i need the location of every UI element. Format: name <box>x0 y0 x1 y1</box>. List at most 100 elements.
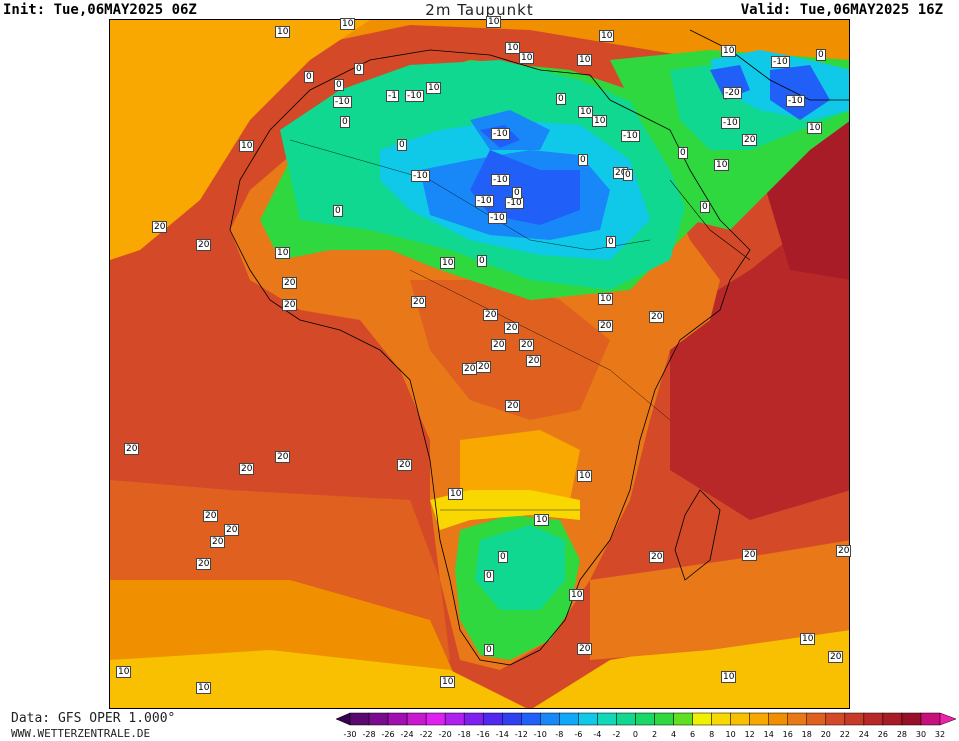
contour-label: 20 <box>282 299 298 311</box>
contour-label: 10 <box>448 488 464 500</box>
contour-label: 0 <box>556 93 566 105</box>
contour-label: -20 <box>723 87 742 99</box>
colorbar-tick-label: -12 <box>515 730 528 739</box>
contour-label: -10 <box>786 95 805 107</box>
website-label: WWW.WETTERZENTRALE.DE <box>11 727 151 740</box>
contour-label: 20 <box>828 651 844 663</box>
colorbar-swatch <box>920 712 941 726</box>
contour-label: 20 <box>282 277 298 289</box>
colorbar-tick-label: -30 <box>343 730 356 739</box>
valid-time-label: Valid: Tue,06MAY2025 16Z <box>740 2 943 18</box>
contour-label: 10 <box>598 293 614 305</box>
colorbar-tick-label: 12 <box>745 730 755 739</box>
contour-label: 10 <box>116 666 132 678</box>
contour-label: 0 <box>498 551 508 563</box>
contour-label: 10 <box>577 54 593 66</box>
colorbar-tick-label: -20 <box>439 730 452 739</box>
colorbar-swatch <box>692 712 712 726</box>
colorbar-swatch <box>616 712 636 726</box>
colorbar-swatch <box>863 712 884 726</box>
contour-label: 0 <box>578 154 588 166</box>
contour-label: 10 <box>577 470 593 482</box>
contour-label: 10 <box>275 26 291 38</box>
colorbar-tick-label: 30 <box>916 730 926 739</box>
colorbar-tick-label: 6 <box>690 730 695 739</box>
contour-label: 20 <box>504 322 520 334</box>
contour-label: -10 <box>488 212 507 224</box>
contour-label: -10 <box>621 130 640 142</box>
contour-label: 0 <box>304 71 314 83</box>
colorbar-left-arrow <box>336 712 351 726</box>
contour-label: 20 <box>397 459 413 471</box>
colorbar-tick-label: 16 <box>783 730 793 739</box>
colorbar-tick-label: -28 <box>362 730 375 739</box>
contour-label: 10 <box>505 42 521 54</box>
contour-label: 20 <box>210 536 226 548</box>
colorbar-swatch <box>673 712 693 726</box>
colorbar-tick-label: -6 <box>574 730 582 739</box>
contour-label: -10 <box>333 96 352 108</box>
colorbar-tick-label: 10 <box>726 730 736 739</box>
colorbar-swatch <box>654 712 674 726</box>
colorbar-tick-label: -24 <box>401 730 414 739</box>
contour-label: 0 <box>484 570 494 582</box>
contour-label: 20 <box>196 558 212 570</box>
colorbar-swatch <box>482 712 503 726</box>
contour-label: 20 <box>152 221 168 233</box>
colorbar-swatch <box>578 712 598 726</box>
contour-label: 0 <box>477 255 487 267</box>
colorbar-tick-label: -26 <box>382 730 395 739</box>
contour-label: 20 <box>577 643 593 655</box>
contour-label: 10 <box>426 82 442 94</box>
contour-label: 0 <box>512 187 522 199</box>
colorbar-swatch <box>768 712 788 726</box>
colorbar-swatch <box>597 712 617 726</box>
colorbar-tick-label: 20 <box>821 730 831 739</box>
colorbar-right-arrow <box>939 712 957 726</box>
colorbar-swatch <box>444 712 465 726</box>
contour-label: 20 <box>649 311 665 323</box>
colorbar-swatch <box>559 712 579 726</box>
contour-label: 20 <box>526 355 542 367</box>
colorbar-tick-label: 26 <box>878 730 888 739</box>
colorbar-tick-label: -18 <box>458 730 471 739</box>
colorbar-swatch <box>711 712 731 726</box>
contour-label: -10 <box>411 170 430 182</box>
colorbar-tick-label: 18 <box>802 730 812 739</box>
colorbar-tick-label: 14 <box>764 730 774 739</box>
colorbar-swatch <box>540 712 560 726</box>
colorbar-tick-label: -8 <box>555 730 563 739</box>
colorbar-swatch <box>882 712 903 726</box>
contour-label: -10 <box>475 195 494 207</box>
colorbar-swatch <box>463 712 484 726</box>
contour-label: 10 <box>440 676 456 688</box>
contour-label: 20 <box>598 320 614 332</box>
contour-label: -1 <box>386 90 399 102</box>
contour-label: 10 <box>807 122 823 134</box>
colorbar-tick-label: 4 <box>671 730 676 739</box>
contour-label: 20 <box>483 309 499 321</box>
chart-title: 2m Taupunkt <box>425 1 534 19</box>
contour-label: 10 <box>721 45 737 57</box>
contour-label: 0 <box>606 236 616 248</box>
colorbar-swatch <box>635 712 655 726</box>
colorbar-tick-label: 24 <box>859 730 869 739</box>
contour-label: 0 <box>340 116 350 128</box>
colorbar-swatch <box>730 712 750 726</box>
contour-label: 0 <box>333 205 343 217</box>
contour-label: 20 <box>491 339 507 351</box>
colorbar-swatch <box>844 712 865 726</box>
contour-label: 0 <box>354 63 364 75</box>
contour-label: 0 <box>700 201 710 213</box>
colorbar-swatch <box>806 712 827 726</box>
init-time-label: Init: Tue,06MAY2025 06Z <box>3 2 197 18</box>
colorbar-swatch <box>387 712 408 726</box>
contour-label: -10 <box>771 56 790 68</box>
contour-label: 20 <box>742 549 758 561</box>
contour-label: 10 <box>592 115 608 127</box>
contour-label: 10 <box>721 671 737 683</box>
colorbar-tick-label: -16 <box>477 730 490 739</box>
contour-label: 0 <box>397 139 407 151</box>
contour-label: 10 <box>196 682 212 694</box>
colorbar-swatch <box>368 712 389 726</box>
